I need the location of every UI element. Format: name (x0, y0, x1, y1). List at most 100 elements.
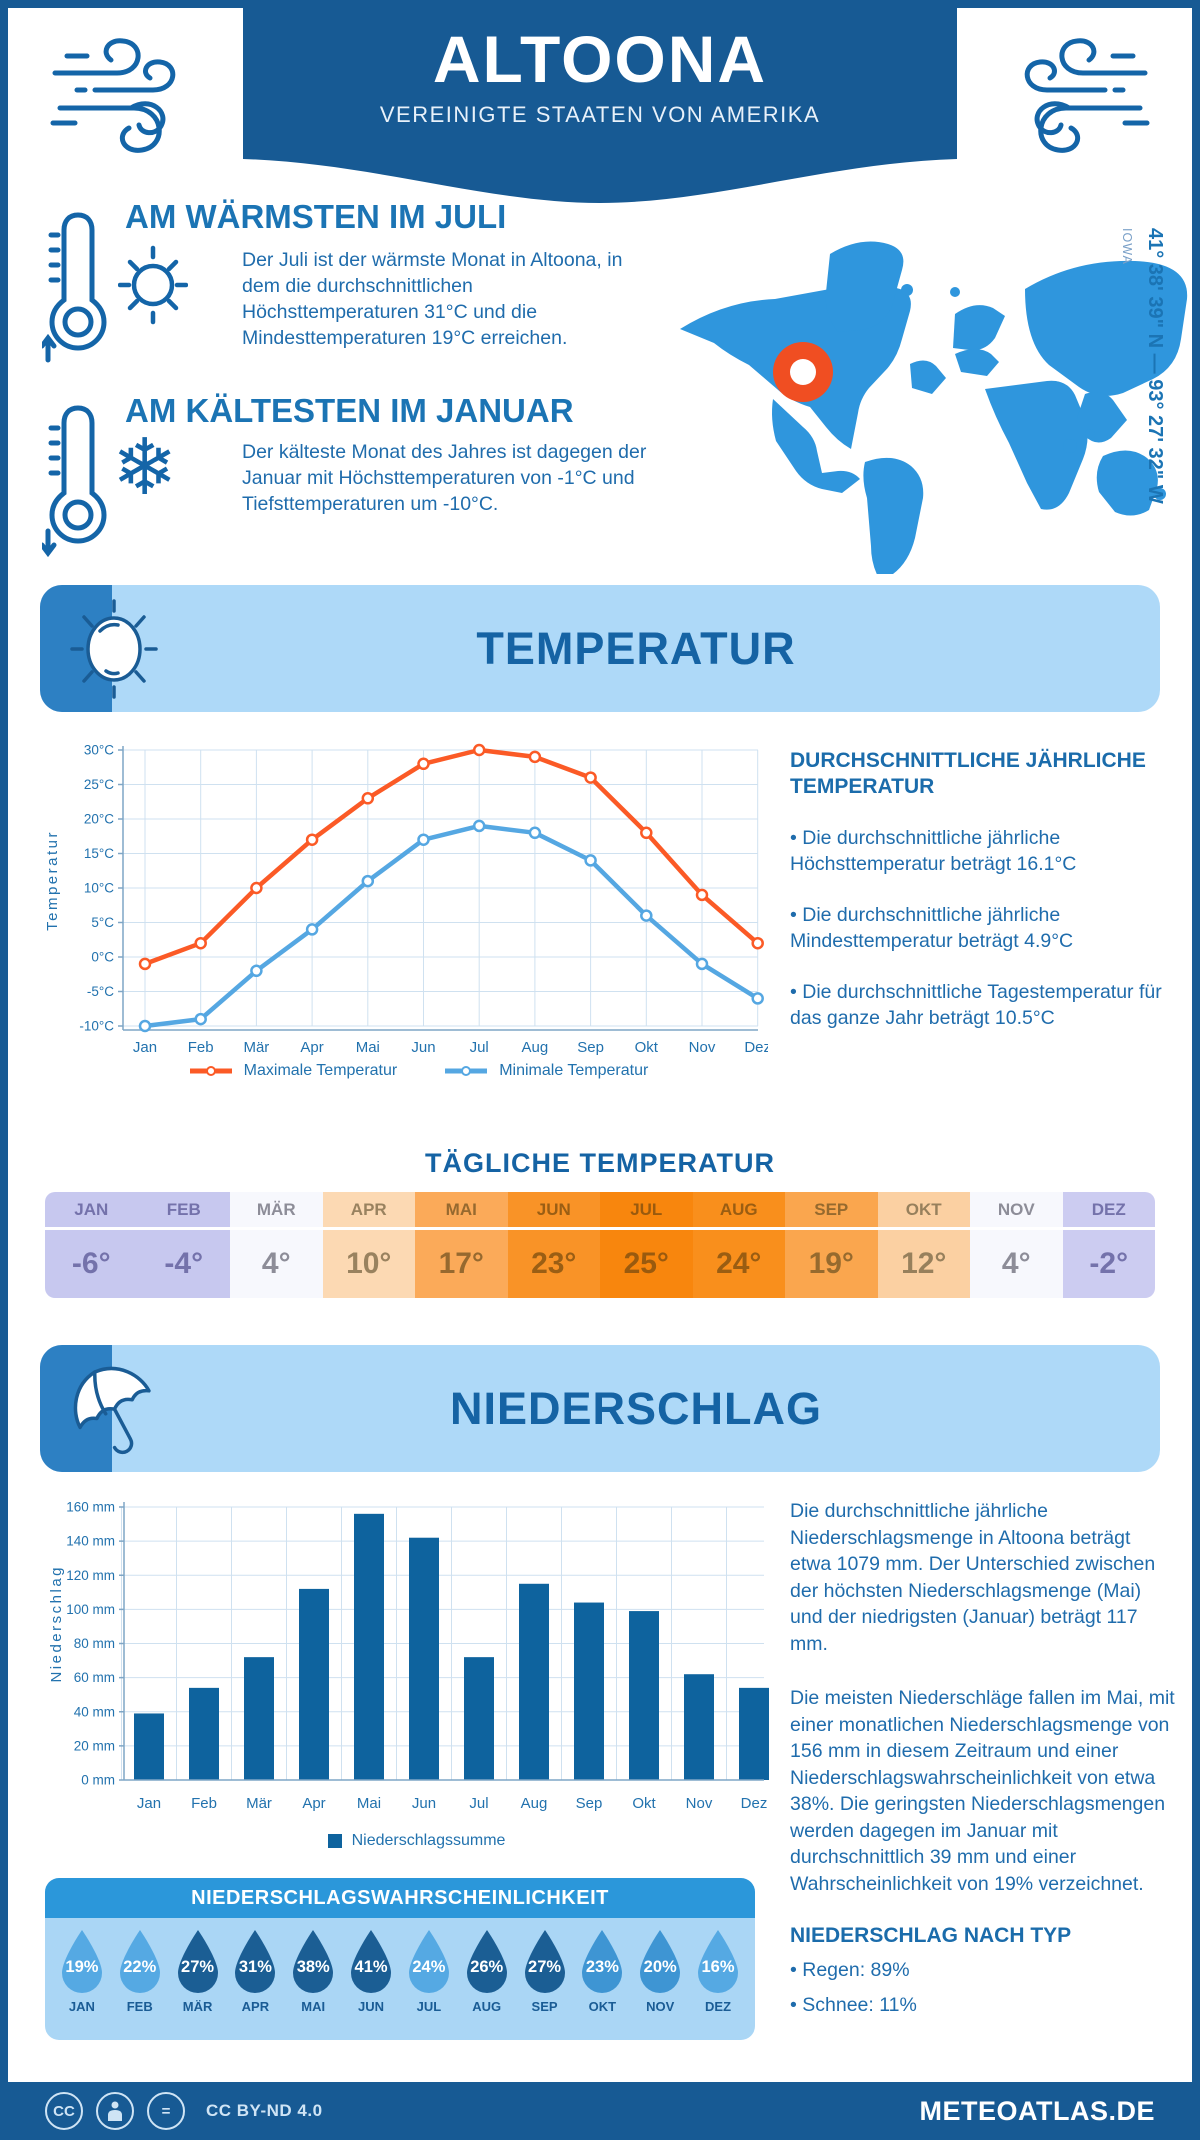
daily-temp-month: JUL (600, 1192, 693, 1230)
precipitation-paragraph-1: Die durchschnittliche jährliche Niedersc… (790, 1500, 1156, 1655)
temperature-section-banner: TEMPERATUR (40, 585, 1160, 712)
thermometer-warm-icon (42, 212, 107, 363)
license-label: CC BY-ND 4.0 (206, 2101, 323, 2120)
svg-text:10°C: 10°C (84, 881, 114, 896)
precipitation-type-items: • Regen: 89% • Schnee: 11% (790, 1957, 1175, 2018)
svg-text:Dez: Dez (744, 1039, 768, 1056)
svg-text:80 mm: 80 mm (74, 1636, 115, 1651)
daily-temp-value: 17° (438, 1247, 484, 1280)
temperature-chart-legend: Maximale Temperatur Minimale Temperatur (68, 1062, 768, 1080)
svg-text:Jun: Jun (411, 1039, 435, 1056)
svg-text:-10°C: -10°C (79, 1019, 114, 1034)
raindrop-icon (466, 1930, 507, 1993)
precipitation-text-panel: Die durchschnittliche jährliche Niedersc… (790, 1498, 1175, 2019)
precipitation-chart-legend: Niederschlagssumme (64, 1832, 769, 1850)
svg-text:Mär: Mär (246, 1795, 272, 1812)
svg-text:20°C: 20°C (84, 812, 114, 827)
probability-value: 24% (412, 1958, 446, 1976)
daily-temp-cell-okt: OKT 12° (877, 1192, 970, 1298)
daily-temp-value: -6° (71, 1247, 111, 1280)
legend-item: Minimale Temperatur (443, 1062, 648, 1080)
svg-text:Nov: Nov (686, 1795, 713, 1812)
page-border-top (0, 0, 1200, 8)
raindrop-icon (293, 1930, 334, 1993)
daily-temp-month: NOV (970, 1192, 1063, 1230)
svg-text:100 mm: 100 mm (66, 1602, 115, 1617)
svg-text:Jul: Jul (470, 1039, 489, 1056)
raindrop-icon (524, 1930, 565, 1993)
raindrop-icon (351, 1930, 392, 1993)
probability-value: 16% (701, 1958, 735, 1976)
probability-droplet-sep: 27% SEP (516, 1928, 574, 2040)
wind-icon-right (1024, 38, 1150, 153)
probability-value: 27% (181, 1958, 215, 1976)
annual-temperature-bullet: • Die durchschnittliche Tagestemperatur … (790, 980, 1162, 1030)
probability-droplet-apr: 31% APR (226, 1928, 284, 2040)
daily-temp-value: 12° (901, 1247, 947, 1280)
daily-temp-cell-jul: JUL 25° (600, 1192, 693, 1298)
daily-temp-cell-feb: FEB -4° (137, 1192, 230, 1298)
annual-temperature-panel: DURCHSCHNITTLICHE JÄHRLICHE TEMPERATUR •… (790, 748, 1170, 1032)
thermometer-cold-icon (42, 405, 107, 558)
raindrop-icon (640, 1930, 681, 1993)
legend-line-icon (189, 1066, 232, 1076)
location-region: IOWA (1120, 228, 1134, 265)
daily-temp-cell-sep: SEP 19° (785, 1192, 878, 1298)
annual-temperature-bullet: • Die durchschnittliche jährliche Höchst… (790, 826, 1077, 876)
daily-temp-cell-aug: AUG 24° (692, 1192, 785, 1298)
svg-text:Apr: Apr (302, 1795, 325, 1812)
daily-temp-month: FEB (137, 1192, 230, 1230)
probability-month: JUN (358, 1999, 385, 2014)
svg-text:Sep: Sep (576, 1795, 603, 1812)
daily-temp-month: MÄR (230, 1192, 323, 1230)
legend-item: Niederschlagssumme (327, 1832, 505, 1850)
location-coordinates: 41° 38' 39" N — 93° 27' 32" W (1144, 228, 1166, 504)
daily-temp-cell-dez: DEZ -2° (1062, 1192, 1155, 1298)
daily-temp-month: MAI (415, 1192, 508, 1230)
svg-text:Mai: Mai (357, 1795, 381, 1812)
daily-temp-month: SEP (785, 1192, 878, 1230)
precipitation-section-banner: NIEDERSCHLAG (40, 1345, 1160, 1472)
umbrella-banner-icon (73, 1366, 151, 1455)
raindrop-icon (698, 1930, 739, 1993)
precipitation-type-item: • Schnee: 11% (790, 1993, 917, 2016)
precipitation-paragraph-2: Die meisten Niederschläge fallen im Mai,… (790, 1687, 1175, 1895)
header-ribbon-notch (243, 157, 957, 203)
site-name: METEOATLAS.DE (919, 2095, 1155, 2126)
daily-temp-cell-nov: NOV 4° (970, 1192, 1063, 1298)
annual-temperature-heading: DURCHSCHNITTLICHE JÄHRLICHE TEMPERATUR (790, 749, 1146, 799)
precipitation-type-heading: NIEDERSCHLAG NACH TYP (790, 1924, 1072, 1948)
daily-temp-value: 24° (716, 1247, 762, 1280)
no-derivatives-icon: = (147, 2092, 185, 2130)
daily-temperature-heading: TÄGLICHE TEMPERATUR (425, 1148, 775, 1178)
daily-temp-value: 23° (531, 1247, 577, 1280)
daily-temp-value: 25° (623, 1247, 669, 1280)
svg-text:20 mm: 20 mm (74, 1738, 115, 1753)
svg-text:Jun: Jun (412, 1795, 436, 1812)
svg-text:60 mm: 60 mm (74, 1670, 115, 1685)
daily-temp-value: 4° (1001, 1247, 1031, 1280)
probability-value: 23% (585, 1958, 619, 1976)
probability-droplets: 19% JAN 22% FEB 27% MÄR 31% APR 38% MAI 41% JUN 24% J… (45, 1918, 755, 2040)
annual-temperature-bullets: • Die durchschnittliche jährliche Höchst… (790, 825, 1170, 1032)
page-border-right (1192, 0, 1200, 2140)
svg-text:25°C: 25°C (84, 777, 114, 792)
raindrop-icon (408, 1930, 449, 1993)
legend-line-icon (445, 1066, 488, 1076)
probability-droplet-nov: 20% NOV (631, 1928, 689, 2040)
sun-banner-icon (70, 599, 158, 699)
temperature-banner-title: TEMPERATUR (476, 622, 796, 674)
svg-text:Jul: Jul (469, 1795, 488, 1812)
probability-month: DEZ (705, 1999, 732, 2014)
annual-temperature-bullet: • Die durchschnittliche jährliche Mindes… (790, 903, 1074, 953)
svg-text:Nov: Nov (689, 1039, 716, 1056)
probability-value: 38% (296, 1958, 330, 1976)
footer: CC = CC BY-ND 4.0 METEOATLAS.DE (0, 2082, 1200, 2140)
world-map (680, 241, 1188, 574)
svg-text:Jan: Jan (133, 1039, 157, 1056)
probability-month: MÄR (182, 1999, 213, 2014)
probability-value: 26% (470, 1958, 504, 1976)
legend-square-icon (327, 1834, 342, 1848)
precipitation-banner-title: NIEDERSCHLAG (449, 1382, 823, 1434)
probability-value: 31% (238, 1958, 272, 1976)
